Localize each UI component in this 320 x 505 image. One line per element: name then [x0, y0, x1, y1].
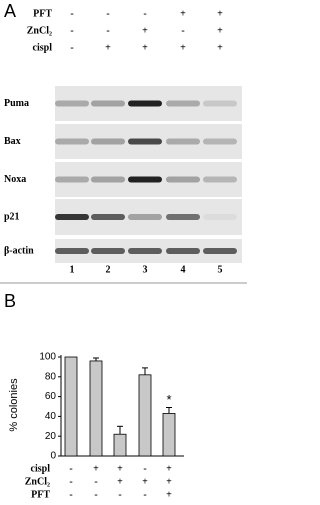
gel-band — [91, 176, 125, 183]
treatment-sign: + — [117, 463, 123, 474]
y-tick-label: 60 — [45, 391, 57, 402]
treatment-sign: - — [106, 25, 109, 36]
lane-label: 1 — [70, 264, 75, 275]
treatment-sign: - — [70, 25, 73, 36]
gel-band — [128, 100, 162, 107]
treatment-sign: - — [118, 489, 121, 500]
gel-row-label: Puma — [4, 98, 29, 109]
bar — [113, 433, 127, 457]
y-tick-label: 20 — [45, 431, 57, 442]
treatment-sign: - — [69, 476, 72, 487]
gel-band — [128, 248, 162, 254]
y-axis-label: % colonies — [8, 378, 20, 432]
treatment-sign: - — [69, 463, 72, 474]
treatment-sign: - — [94, 476, 97, 487]
treatment-sign: + — [166, 489, 172, 500]
gel-band — [128, 176, 162, 183]
gel-band — [91, 138, 125, 145]
bar — [64, 356, 78, 457]
gel-band — [128, 214, 162, 220]
treatment-sign: - — [143, 463, 146, 474]
treatment-sign: + — [166, 476, 172, 487]
treatment-sign: + — [93, 463, 99, 474]
treatment-name: ZnCl₂ — [25, 476, 50, 487]
y-tick-label: 80 — [45, 371, 57, 382]
treatment-sign: - — [181, 25, 184, 36]
gel-band — [55, 138, 89, 145]
gel-band — [166, 176, 200, 183]
gel-band — [166, 100, 200, 107]
treatment-sign: + — [217, 25, 223, 36]
y-tick-label: 40 — [45, 411, 57, 422]
gel-row-label: p21 — [4, 211, 20, 222]
treatment-name: PFT — [31, 489, 50, 500]
gel-band — [55, 248, 89, 254]
gel-band — [55, 100, 89, 107]
treatment-sign: - — [70, 8, 73, 19]
gel-band — [203, 214, 237, 220]
gel-band — [91, 248, 125, 254]
treatment-name: PFT — [33, 8, 52, 19]
annotation: * — [166, 392, 171, 407]
gel-band — [91, 214, 125, 220]
bar — [162, 413, 176, 457]
treatment-sign: - — [106, 8, 109, 19]
gel-band — [166, 248, 200, 254]
gel-row-label: Noxa — [4, 174, 26, 185]
panel-label: B — [4, 291, 16, 311]
gel-band — [166, 138, 200, 145]
gel-band — [91, 100, 125, 107]
bar — [89, 360, 103, 457]
treatment-name: cispl — [31, 463, 51, 474]
lane-label: 2 — [106, 264, 111, 275]
panel-label: A — [4, 1, 16, 21]
lane-label: 5 — [218, 264, 223, 275]
gel-row-label: Bax — [4, 136, 21, 147]
treatment-sign: + — [117, 476, 123, 487]
treatment-sign: + — [217, 8, 223, 19]
gel-band — [203, 248, 237, 254]
y-tick-label: 0 — [50, 451, 56, 462]
gel-band — [55, 176, 89, 183]
treatment-sign: + — [142, 42, 148, 53]
gel-band — [128, 138, 162, 145]
treatment-sign: + — [142, 25, 148, 36]
gel-band — [203, 176, 237, 183]
treatment-sign: - — [69, 489, 72, 500]
treatment-sign: + — [166, 463, 172, 474]
treatment-sign: + — [180, 8, 186, 19]
gel-band — [203, 138, 237, 145]
treatment-sign: + — [105, 42, 111, 53]
gel-band — [203, 100, 237, 107]
lane-label: 3 — [143, 264, 148, 275]
gel-band — [55, 214, 89, 220]
treatment-name: cispl — [33, 42, 53, 53]
gel-band — [166, 214, 200, 220]
bar — [138, 374, 152, 457]
treatment-sign: - — [94, 489, 97, 500]
treatment-sign: + — [217, 42, 223, 53]
treatment-sign: + — [180, 42, 186, 53]
treatment-name: ZnCl₂ — [27, 25, 52, 36]
treatment-sign: - — [70, 42, 73, 53]
gel-row-label: β-actin — [4, 245, 34, 256]
treatment-sign: + — [142, 476, 148, 487]
treatment-sign: - — [143, 489, 146, 500]
y-tick-label: 100 — [39, 352, 56, 363]
lane-label: 4 — [181, 264, 186, 275]
treatment-sign: - — [143, 8, 146, 19]
figure: A B % colonies PFT - - - + + ZnCl₂ - - + - + cispl - +… — [0, 1, 247, 500]
